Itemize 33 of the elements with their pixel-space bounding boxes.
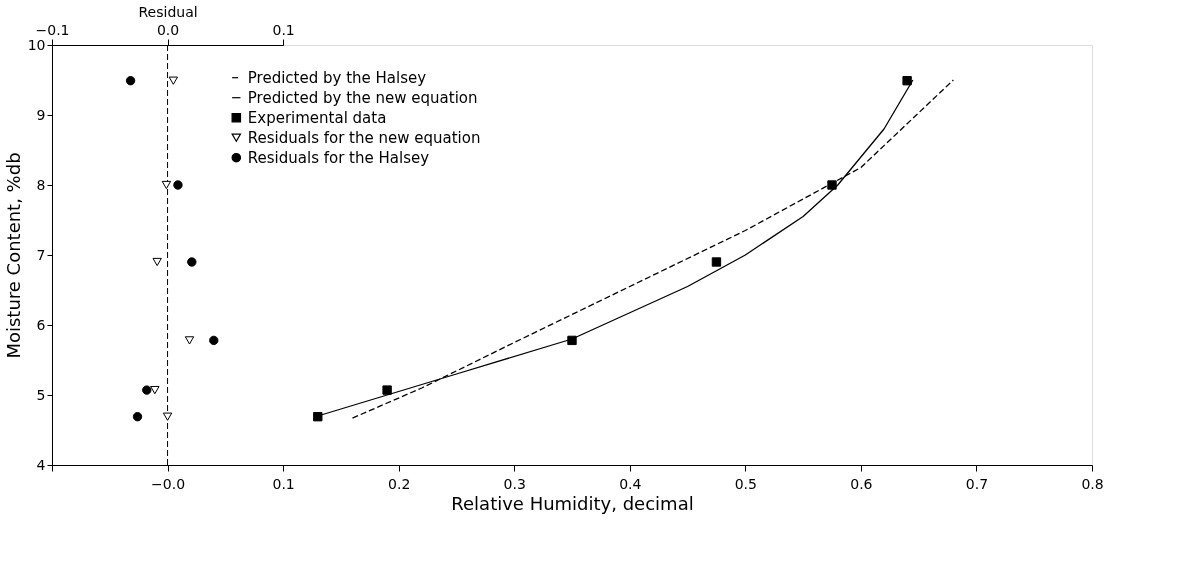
legend-label: Predicted by the Halsey [247,68,427,87]
legend-label: Experimental data [247,108,387,127]
x-tick-label: 0.5 [734,475,757,492]
y-axis-title: Moisture Content, %db [2,152,24,359]
x-tick-label: 0.2 [388,475,411,492]
y-tick-label: 6 [36,316,46,333]
y-tick-label: 9 [36,106,46,123]
x2-axis-title: Residual [138,3,198,20]
y-tick-label: 4 [36,456,46,473]
point [902,76,912,86]
point [313,412,323,422]
x2-tick-label: 0.0 [156,21,180,38]
y-tick-label: 8 [36,176,46,193]
x-tick-label: 0.7 [965,475,989,492]
x2-tick-label: −0.1 [35,21,70,38]
legend-label: Predicted by the new equation [247,88,478,107]
y-tick-label: 10 [27,36,46,53]
point [711,257,722,267]
point [382,385,392,395]
y-tick-label: 5 [36,386,46,403]
x-tick-label: 0.8 [1081,475,1104,492]
legend-label: Residuals for the new equation [247,128,481,147]
x-tick-label: 0.3 [503,475,526,492]
x-tick-label: 0.4 [619,475,642,492]
x-tick-label: −0.0 [151,475,186,492]
y-tick-label: 7 [36,246,46,263]
point [567,335,577,346]
x-tick-label: 0.6 [850,475,873,492]
legend-label: Residuals for the Halsey [247,148,430,167]
x-axis-title: Relative Humidity, decimal [451,492,694,514]
point [827,180,837,190]
x2-tick-label: 0.1 [272,21,295,38]
x-tick-label: 0.1 [272,475,295,492]
